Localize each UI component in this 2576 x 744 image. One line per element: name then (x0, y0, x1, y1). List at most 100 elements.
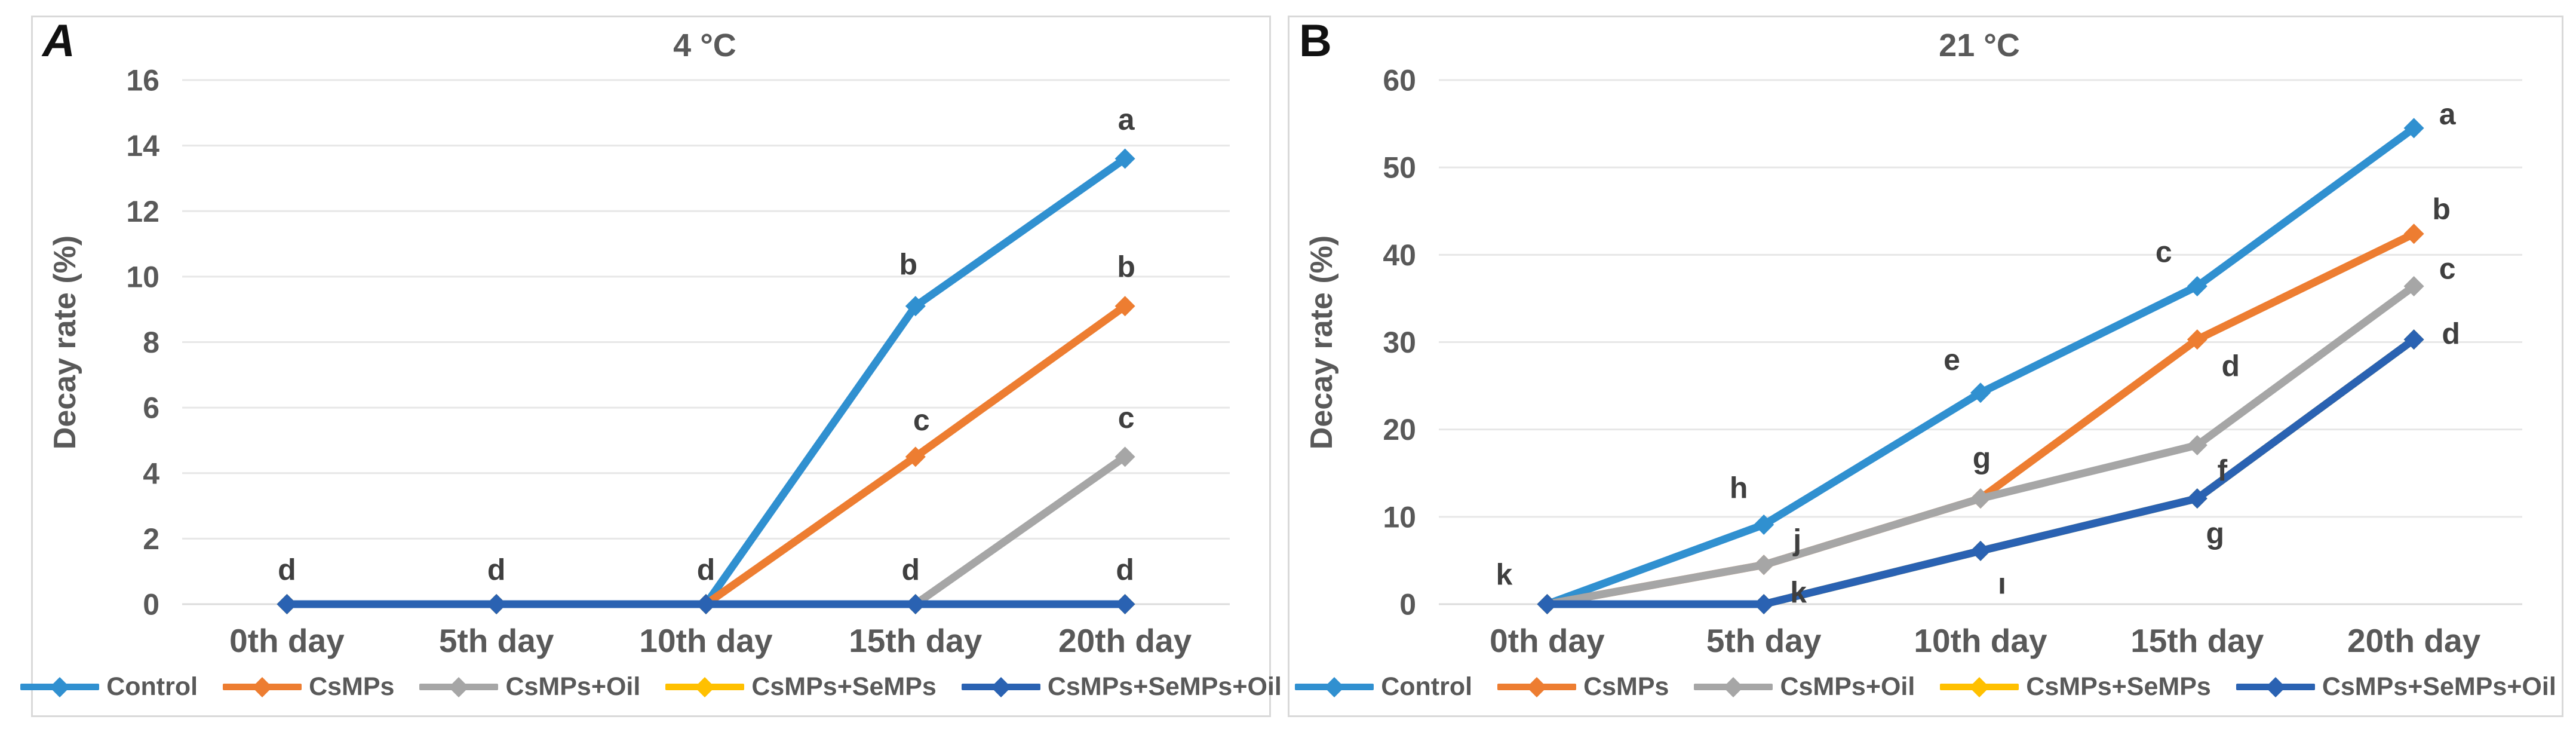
data-point-CsMPs+SeMPs+Oil (486, 594, 507, 614)
y-tick-label: 4 (143, 457, 159, 490)
x-category-label: 10th day (1914, 622, 2047, 659)
y-tick-label: 10 (1383, 500, 1416, 534)
significance-letter: b (899, 248, 918, 281)
legend-marker-icon (1497, 684, 1577, 690)
y-tick-label: 6 (143, 391, 159, 425)
data-point-CsMPs+SeMPs+Oil (1754, 594, 1774, 614)
significance-letter: c (2439, 252, 2456, 285)
legend-item-CsMPs+SeMPs+Oil: CsMPs+SeMPs+Oil (2236, 672, 2556, 702)
chart-title-21c: 21 °C (1939, 27, 2020, 63)
y-tick-label: 20 (1383, 413, 1416, 446)
x-category-label: 20th day (1058, 622, 1192, 659)
significance-letter: d (1116, 553, 1134, 587)
legend-label: CsMPs+SeMPs (2026, 672, 2211, 701)
significance-letter: b (1117, 250, 1135, 284)
legend-label: CsMPs+SeMPs (751, 672, 937, 701)
y-tick-label: 0 (143, 588, 159, 621)
significance-letter: k (1790, 576, 1807, 610)
data-point-CsMPs+Oil (1754, 555, 1774, 575)
y-tick-label: 14 (126, 129, 159, 163)
legend-4c: Control CsMPs CsMPs+Oil CsMPs+SeMPs CsMPs+Se… (20, 672, 1282, 702)
data-point-Control (2403, 118, 2424, 139)
series-line-Control (1543, 124, 2418, 608)
data-point-CsMPs+SeMPs+Oil (2403, 329, 2424, 350)
data-point-CsMPs (2187, 329, 2207, 350)
legend-label: CsMPs+Oil (1780, 672, 1915, 701)
plot-area-21c: 0 10 20 30 40 50 60 0th day 5th day 10th day 15th … (1383, 64, 2522, 659)
significance-letter: ı (1998, 567, 2006, 600)
data-point-Control (1970, 382, 1991, 403)
significance-letter: d (2442, 317, 2460, 351)
legend-label: Control (1381, 672, 1473, 701)
x-category-label: 5th day (1706, 622, 1822, 659)
data-point-CsMPs+Oil (2403, 275, 2424, 296)
y-tick-label: 12 (126, 195, 159, 228)
y-tick-label: 50 (1383, 151, 1416, 185)
significance-letter: a (2439, 97, 2457, 131)
data-point-CsMPs+Oil (1114, 446, 1135, 467)
legend-item-CsMPs+SeMPs: CsMPs+SeMPs (1940, 672, 2211, 702)
legend-item-CsMPs+Oil: CsMPs+Oil (1694, 672, 1915, 702)
data-point-Control (905, 296, 926, 317)
data-point-CsMPs (1114, 296, 1135, 317)
legend-marker-icon (2236, 684, 2315, 690)
legend-marker-icon (665, 684, 745, 690)
significance-letter: f (2217, 454, 2227, 487)
legend-item-CsMPs+SeMPs: CsMPs+SeMPs (665, 672, 937, 702)
y-tick-label: 30 (1383, 326, 1416, 359)
x-category-label: 15th day (849, 622, 982, 659)
significance-letter: a (1118, 103, 1135, 136)
chart-panel-21c: B 21 °C Decay rate (%) 0 10 20 30 40 50 60 0th … (1288, 16, 2563, 717)
legend-item-Control: Control (20, 672, 198, 702)
x-category-label: 0th day (229, 622, 345, 659)
data-point-CsMPs (905, 446, 926, 467)
data-point-Control (2187, 275, 2207, 296)
y-tick-label: 16 (126, 64, 159, 97)
chart-panel-4c: A 4 °C Decay rate (%) 0 2 4 6 8 10 12 14 16 0th d… (20, 16, 1282, 717)
data-point-CsMPs+SeMPs+Oil (696, 594, 716, 614)
data-point-CsMPs (2403, 223, 2424, 244)
legend-item-CsMPs+SeMPs+Oil: CsMPs+SeMPs+Oil (961, 672, 1282, 702)
legend-marker-icon (20, 684, 100, 690)
y-tick-label: 0 (1399, 588, 1416, 621)
significance-letter: d (487, 553, 506, 587)
significance-letter: d (902, 553, 920, 587)
significance-letter: c (1118, 401, 1135, 434)
significance-letter: h (1730, 471, 1748, 504)
x-category-label: 5th day (439, 622, 554, 659)
data-point-CsMPs+SeMPs+Oil (1970, 540, 1991, 561)
significance-letter: k (1496, 558, 1512, 592)
legend-marker-icon (1295, 684, 1374, 690)
series-line-Control (283, 155, 1129, 608)
significance-letter: d (2222, 350, 2240, 383)
legend-item-CsMPs+Oil: CsMPs+Oil (419, 672, 640, 702)
legend-label: CsMPs+SeMPs+Oil (2322, 672, 2556, 701)
legend-marker-icon (961, 684, 1040, 690)
legend-label: CsMPs+Oil (505, 672, 641, 701)
panel-letter-b: B (1299, 16, 1332, 66)
legend-item-CsMPs: CsMPs (223, 672, 394, 702)
legend-marker-icon (419, 684, 499, 690)
data-point-CsMPs+SeMPs+Oil (2187, 488, 2207, 509)
legend-label: CsMPs+SeMPs+Oil (1047, 672, 1282, 701)
significance-letter: e (1943, 343, 1960, 376)
x-category-label: 0th day (1490, 622, 1605, 659)
legend-label: CsMPs (309, 672, 395, 701)
significance-letter: b (2432, 192, 2451, 226)
significance-letter: d (697, 553, 716, 587)
data-point-CsMPs+Oil (1970, 488, 1991, 509)
x-category-label: 20th day (2347, 622, 2481, 659)
legend-21c: Control CsMPs CsMPs+Oil CsMPs+SeMPs CsMPs+Se… (1289, 672, 2562, 702)
data-point-CsMPs+Oil (2187, 434, 2207, 455)
legend-item-CsMPs: CsMPs (1497, 672, 1669, 702)
significance-letter: c (913, 403, 930, 437)
y-tick-label: 2 (143, 522, 159, 556)
data-point-CsMPs+SeMPs+Oil (277, 594, 297, 614)
data-point-Control (1754, 514, 1774, 535)
significance-letter: d (278, 553, 296, 587)
x-category-label: 10th day (639, 622, 773, 659)
chart-title-4c: 4 °C (673, 27, 736, 63)
data-point-CsMPs+SeMPs+Oil (1537, 594, 1558, 614)
significance-letter: j (1792, 523, 1801, 557)
data-point-CsMPs+SeMPs+Oil (1114, 594, 1135, 614)
